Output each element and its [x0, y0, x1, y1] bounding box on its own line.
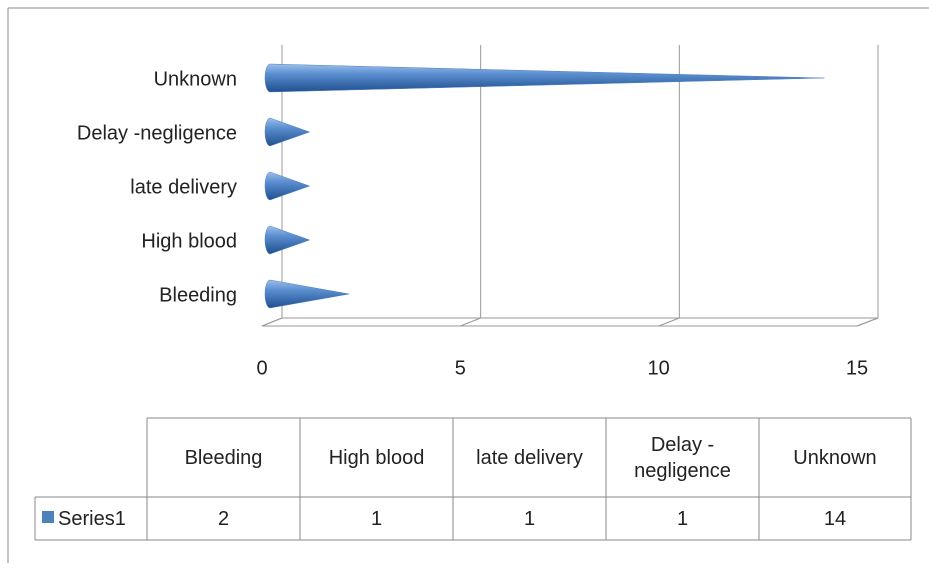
x-tick-label: 10	[648, 357, 670, 379]
legend-key	[42, 511, 54, 523]
table-header-cell: late delivery	[476, 446, 583, 469]
cone-bar	[264, 279, 350, 309]
cone-bar	[264, 171, 311, 201]
table-header-text: Unknown	[793, 446, 877, 469]
table-value: 1	[371, 508, 382, 530]
table-value: 1	[524, 508, 535, 530]
table-header-text: Delay -negligence	[634, 433, 731, 482]
table-header-text: High blood	[328, 446, 425, 469]
grid-line	[856, 317, 879, 327]
y-tick-label: Delay -negligence	[77, 122, 237, 144]
y-tick-label: late delivery	[130, 176, 237, 198]
cone-bar	[264, 63, 825, 93]
legend-label: Series1	[58, 508, 126, 530]
table-header-cell: Delay -negligence	[634, 433, 731, 482]
grid-line	[261, 317, 283, 327]
x-tick-label: 0	[256, 357, 267, 379]
y-tick-label: Bleeding	[159, 284, 237, 306]
table-value: 1	[677, 508, 688, 530]
data-table: Series1 Bleeding 2 High blood 1 late delivery…	[34, 417, 912, 541]
table-value: 14	[824, 508, 846, 530]
table-value: 2	[218, 508, 229, 530]
x-tick-label: 5	[455, 357, 466, 379]
y-tick-label: High blood	[141, 230, 237, 252]
cone-bar	[264, 117, 311, 147]
table-header-cell: Unknown	[793, 446, 877, 469]
grid-line	[658, 317, 680, 327]
y-tick-label: Unknown	[154, 68, 237, 90]
cone-bar	[264, 225, 311, 255]
table-header-cell: High blood	[328, 446, 425, 469]
table-header-text: Bleeding	[184, 446, 263, 469]
table-header-cell: Bleeding	[184, 446, 263, 469]
x-tick-label: 15	[846, 357, 868, 379]
grid-line	[460, 317, 481, 327]
table-header-text: late delivery	[476, 446, 583, 469]
